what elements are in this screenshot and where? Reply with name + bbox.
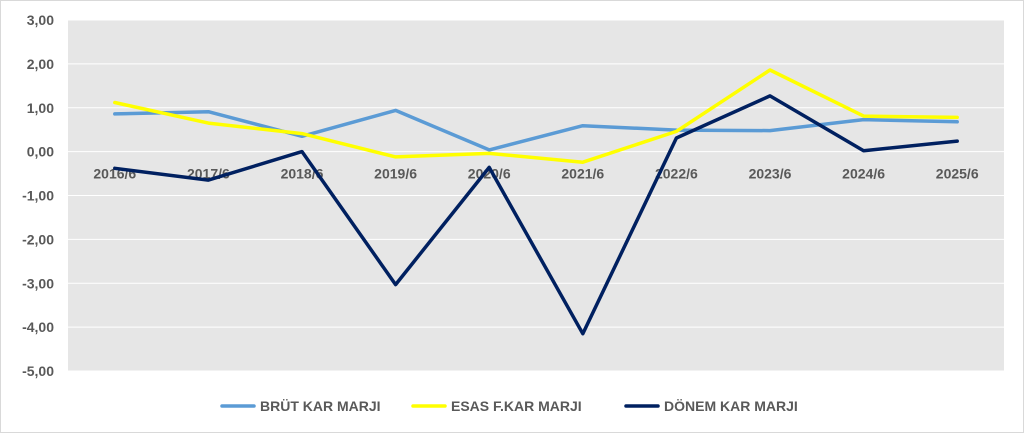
legend-label: ESAS F.KAR MARJI bbox=[451, 398, 582, 414]
y-axis-tick-labels: 3,00 2,00 1,00 0,00 -1,00 -2,00 -3,00 -4,00 -5,0… bbox=[22, 12, 54, 379]
x-tick-label: 2024/6 bbox=[842, 166, 885, 182]
x-tick-label: 2021/6 bbox=[561, 166, 604, 182]
legend-label: DÖNEM KAR MARJI bbox=[664, 398, 798, 414]
y-tick-label: -4,00 bbox=[22, 319, 54, 335]
x-tick-label: 2020/6 bbox=[468, 166, 511, 182]
y-tick-label: 1,00 bbox=[27, 100, 54, 116]
y-tick-label: -5,00 bbox=[22, 363, 54, 379]
x-tick-label: 2022/6 bbox=[655, 166, 698, 182]
series-lines bbox=[113, 68, 959, 336]
series-line-3 bbox=[113, 94, 959, 336]
x-tick-label: 2025/6 bbox=[936, 166, 979, 182]
series-line-2 bbox=[113, 68, 959, 164]
x-tick-label: 2019/6 bbox=[374, 166, 417, 182]
legend-label: BRÜT KAR MARJI bbox=[260, 398, 381, 414]
y-tick-label: -2,00 bbox=[22, 231, 54, 247]
y-tick-label: 3,00 bbox=[27, 12, 54, 28]
y-tick-label: -1,00 bbox=[22, 188, 54, 204]
y-tick-label: 2,00 bbox=[27, 56, 54, 72]
y-tick-label: -3,00 bbox=[22, 275, 54, 291]
x-tick-label: 2023/6 bbox=[749, 166, 792, 182]
legend: BRÜT KAR MARJI ESAS F.KAR MARJI DÖNEM KAR … bbox=[220, 398, 798, 414]
y-tick-label: 0,00 bbox=[27, 144, 54, 160]
x-axis-tick-labels: 2016/6 2017/6 2018/6 2019/6 2020/6 2021/6 2022… bbox=[93, 166, 978, 182]
